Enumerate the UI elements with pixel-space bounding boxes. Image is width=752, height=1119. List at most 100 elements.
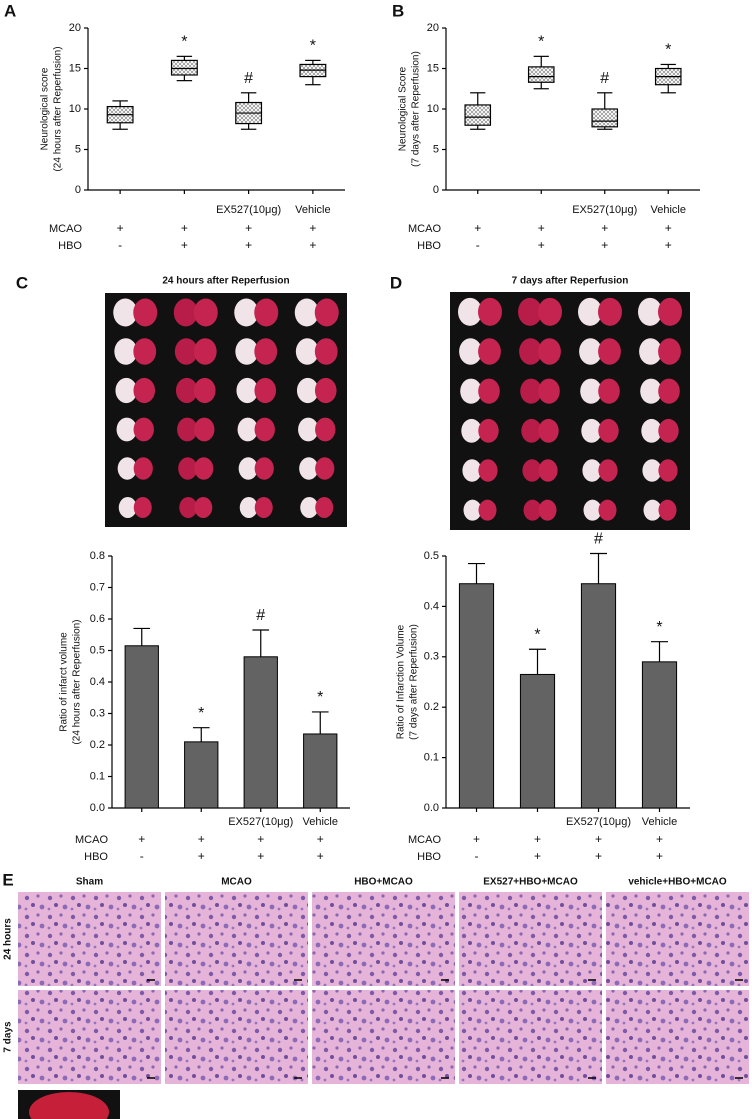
brain-slice xyxy=(462,459,482,482)
brain-slice xyxy=(133,298,158,327)
chart: B 0 5 10 15 20 Neurological Score (7 days after… xyxy=(392,1,700,252)
brain-slice xyxy=(658,418,679,443)
column-label: vehicle+HBO+MCAO xyxy=(628,877,727,888)
histology-image xyxy=(312,892,455,986)
y-axis-label: Ratio of Infarction Volume xyxy=(396,624,407,739)
bar xyxy=(580,583,617,809)
brain-slice xyxy=(598,338,621,365)
annotation: * xyxy=(198,705,204,722)
condition-value: + xyxy=(534,849,541,863)
brain-slice xyxy=(658,338,681,365)
brain-slice xyxy=(538,499,557,521)
y-tick-label: 0.1 xyxy=(424,752,439,764)
condition-value: + xyxy=(198,849,205,863)
y-tick-label: 0.4 xyxy=(90,676,105,688)
brain-slice xyxy=(639,338,662,365)
y-tick-label: 10 xyxy=(427,103,439,115)
annotation: * xyxy=(317,689,323,706)
y-tick-label: 0.3 xyxy=(424,651,439,663)
condition-value: + xyxy=(138,832,145,846)
condition-name: MCAO xyxy=(75,834,108,846)
condition-value: + xyxy=(601,221,608,235)
condition-value: + xyxy=(309,221,316,235)
y-tick-label: 0.5 xyxy=(90,644,105,656)
annotation: * xyxy=(538,34,544,51)
annotation: * xyxy=(310,38,316,55)
panel-title: 24 hours after Reperfusion xyxy=(162,276,289,287)
brain-slice xyxy=(254,417,275,442)
photo-background xyxy=(450,292,690,530)
brain-slice xyxy=(658,378,680,404)
brain-slice xyxy=(658,499,677,521)
brain-slice xyxy=(133,457,153,480)
brain-slice xyxy=(238,457,258,480)
histology-image xyxy=(459,990,602,1084)
brain-slice xyxy=(641,418,662,443)
panel-letter: C xyxy=(16,273,28,292)
brain-slice xyxy=(173,298,198,327)
condition-name: MCAO xyxy=(408,834,441,846)
brain-slice xyxy=(459,338,482,365)
brain-slice xyxy=(478,338,501,365)
brain-slice xyxy=(194,497,213,518)
brain-slice xyxy=(538,378,560,404)
brain-slice xyxy=(175,377,198,404)
y-tick-label: 0.4 xyxy=(424,600,439,612)
brain-slice xyxy=(598,418,619,443)
x-tick-label: EX527(10μg) xyxy=(566,816,631,828)
y-tick-label: 20 xyxy=(427,22,439,34)
brain-slice xyxy=(115,377,138,404)
brain-slice xyxy=(461,418,482,443)
condition-value: - xyxy=(118,238,122,252)
histology-image xyxy=(18,892,161,986)
condition-value: + xyxy=(656,832,663,846)
y-axis-label: (24 hours after Reperfusion) xyxy=(72,619,83,744)
condition-name: HBO xyxy=(84,851,108,863)
brain-slice xyxy=(118,497,137,518)
condition-name: HBO xyxy=(417,851,441,863)
histology-image xyxy=(165,990,308,1084)
brain-slice xyxy=(583,499,602,521)
y-tick-label: 0.2 xyxy=(90,739,105,751)
condition-value: + xyxy=(595,849,602,863)
annotation: # xyxy=(256,607,265,624)
brain-slice xyxy=(314,298,339,327)
brain-slice xyxy=(295,338,319,365)
y-tick-label: 0.7 xyxy=(90,581,105,593)
brain-slice xyxy=(523,499,542,521)
panel-letter: A xyxy=(4,1,16,20)
annotation: * xyxy=(656,619,662,636)
histology-image xyxy=(312,990,455,1084)
condition-value: + xyxy=(538,221,545,235)
condition-value: + xyxy=(474,221,481,235)
condition-value: - xyxy=(475,849,479,863)
column-label: MCAO xyxy=(221,877,252,888)
brain-slice xyxy=(478,378,500,404)
brain-slice xyxy=(643,499,662,521)
condition-value: + xyxy=(198,832,205,846)
y-tick-label: 10 xyxy=(69,103,81,115)
brain-slice xyxy=(133,497,152,518)
box xyxy=(527,66,555,83)
brain-slice xyxy=(580,378,602,404)
brain-slice xyxy=(113,298,138,327)
condition-value: + xyxy=(665,238,672,252)
bar xyxy=(303,733,338,809)
y-tick-label: 20 xyxy=(69,22,81,34)
box xyxy=(464,104,492,126)
brain-slice xyxy=(460,378,482,404)
y-tick-label: 15 xyxy=(69,62,81,74)
y-tick-label: 0.0 xyxy=(90,802,105,814)
brain-slice xyxy=(235,338,259,365)
brain-slice xyxy=(179,497,198,518)
brain-slice xyxy=(294,298,319,327)
brain-slice xyxy=(638,297,662,326)
brain-slice xyxy=(538,338,561,365)
y-tick-label: 15 xyxy=(427,62,439,74)
brain-slice xyxy=(114,338,138,365)
brain-slice xyxy=(194,417,215,442)
histology-image xyxy=(165,892,308,986)
brain-slice xyxy=(658,459,678,482)
brain-slice xyxy=(478,418,499,443)
y-tick-label: 0.8 xyxy=(90,550,105,562)
